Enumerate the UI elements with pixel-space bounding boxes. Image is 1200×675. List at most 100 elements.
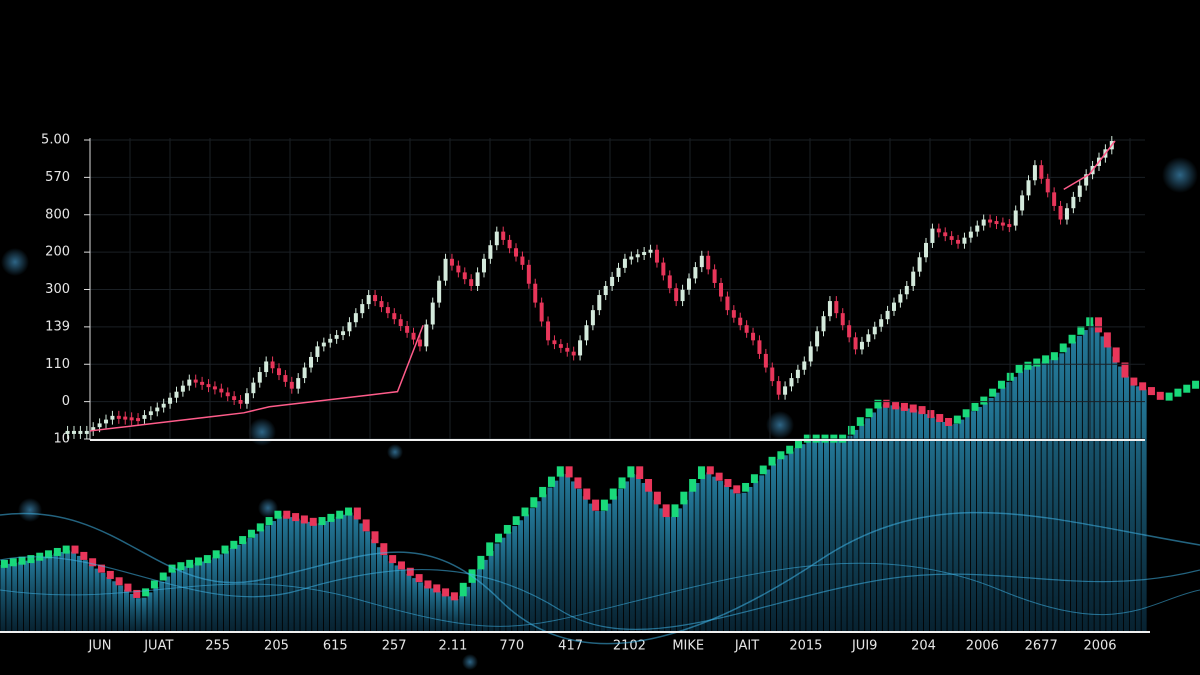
candle — [763, 353, 768, 368]
bar — [865, 418, 871, 632]
candle — [148, 411, 153, 416]
candle — [161, 403, 166, 408]
candle — [600, 499, 608, 511]
bar — [418, 582, 424, 632]
bar — [706, 472, 712, 632]
bar — [300, 520, 306, 632]
candle — [558, 344, 563, 348]
bar — [371, 539, 377, 632]
bar — [218, 554, 224, 632]
bar — [765, 469, 771, 632]
candle — [65, 430, 70, 434]
bar — [871, 412, 877, 632]
candle — [629, 256, 634, 260]
candle — [406, 567, 414, 576]
candle — [719, 282, 724, 297]
candle — [918, 406, 926, 415]
bar — [771, 463, 777, 632]
bar — [888, 405, 894, 632]
bar — [0, 564, 6, 632]
bar — [400, 569, 406, 632]
candle — [27, 555, 35, 564]
bar — [1135, 386, 1141, 632]
candle — [898, 294, 903, 303]
bar — [976, 406, 982, 632]
bar — [912, 409, 918, 632]
candle — [45, 550, 53, 559]
bar — [223, 551, 229, 632]
candle — [1033, 358, 1041, 367]
bar — [88, 564, 94, 632]
candle — [415, 574, 423, 583]
candle — [292, 513, 300, 522]
candle — [768, 456, 776, 466]
y-tick-label: 800 — [45, 207, 70, 222]
bar — [1053, 357, 1059, 632]
candle — [1058, 205, 1063, 220]
candle — [847, 325, 852, 338]
candle — [405, 325, 410, 333]
candle — [195, 557, 203, 566]
bar — [947, 424, 953, 632]
y-tick-label: 110 — [45, 357, 70, 372]
x-tick-label: 2.11 — [438, 639, 467, 654]
candle — [212, 386, 217, 390]
x-tick-label: JUAT — [143, 639, 173, 654]
bar — [929, 416, 935, 632]
candle — [892, 401, 900, 410]
candle — [155, 407, 160, 412]
candle — [328, 338, 333, 343]
candle — [885, 310, 890, 320]
bar — [65, 550, 71, 632]
bar — [47, 555, 53, 632]
bar — [1018, 371, 1024, 632]
y-tick-label: 570 — [45, 170, 70, 185]
bar — [553, 480, 559, 632]
candle — [97, 564, 105, 573]
bar — [841, 438, 847, 632]
candle — [872, 326, 877, 335]
bar — [59, 551, 65, 632]
candle — [795, 440, 803, 449]
candle — [943, 232, 948, 237]
candle — [1026, 180, 1031, 196]
bar — [659, 508, 665, 632]
candle — [1015, 364, 1023, 373]
candle — [177, 562, 185, 571]
candle — [971, 402, 979, 411]
candle — [776, 381, 781, 395]
bar — [882, 404, 888, 632]
candle — [530, 497, 538, 508]
candle — [1052, 192, 1057, 206]
candle — [1121, 362, 1129, 378]
bar — [171, 571, 177, 632]
bar — [788, 451, 794, 632]
candle — [997, 380, 1005, 389]
candle — [187, 379, 192, 386]
bar — [188, 564, 194, 632]
bar — [700, 474, 706, 632]
candle — [891, 302, 896, 311]
x-tick-label: 204 — [911, 639, 936, 654]
y-tick-label: 0 — [62, 394, 70, 409]
candle — [219, 388, 224, 393]
candle — [733, 485, 741, 494]
candle — [417, 339, 422, 347]
bar — [453, 598, 459, 632]
candle — [909, 404, 917, 413]
bar — [647, 491, 653, 632]
bar — [1041, 361, 1047, 632]
candle — [627, 466, 635, 478]
bar — [600, 511, 606, 632]
bar — [471, 577, 477, 632]
candle — [680, 491, 688, 505]
candle — [520, 256, 525, 265]
candle — [424, 580, 432, 589]
candle — [661, 262, 666, 276]
x-tick-label: 417 — [558, 639, 583, 654]
bar — [206, 559, 212, 632]
bar — [235, 544, 241, 632]
candle — [546, 321, 551, 341]
bar — [682, 499, 688, 632]
bar — [635, 474, 641, 632]
